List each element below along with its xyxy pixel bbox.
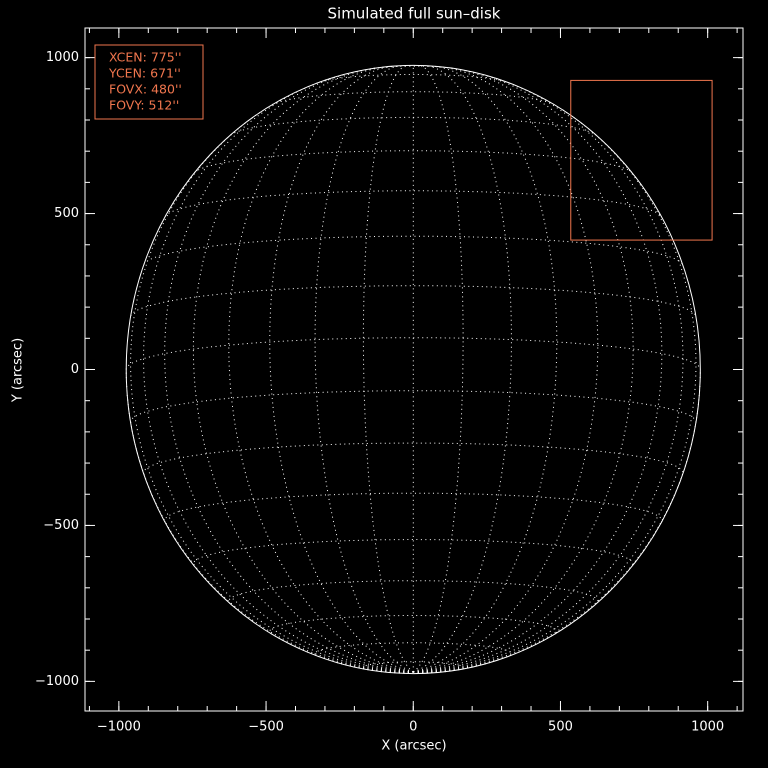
latitude-line — [194, 150, 633, 173]
longitude-line — [413, 671, 419, 674]
longitude-line — [413, 67, 634, 673]
latitude-line — [164, 190, 662, 217]
longitude-line — [413, 671, 436, 674]
fov-box — [570, 79, 713, 241]
longitude-line — [130, 109, 414, 673]
longitude-line — [408, 671, 414, 674]
longitude-line — [228, 66, 414, 673]
longitude-line — [413, 65, 464, 673]
info-label: YCEN: 671'' — [108, 66, 181, 81]
x-tick-label: −1000 — [97, 720, 141, 735]
info-label: XCEN: 775'' — [109, 50, 182, 65]
info-label: FOVY: 512'' — [109, 98, 179, 113]
longitude-line — [413, 65, 558, 673]
chart-title: Simulated full sun–disk — [328, 5, 501, 23]
longitude-line — [362, 65, 414, 673]
latitude-line — [192, 539, 634, 567]
y-tick-label: 1000 — [46, 50, 79, 65]
longitude-line — [314, 65, 414, 673]
y-tick-label: 500 — [54, 206, 79, 221]
info-label: FOVX: 480'' — [109, 82, 182, 97]
latitude-line — [319, 74, 508, 83]
longitude-line — [269, 65, 414, 673]
info-box — [94, 44, 204, 120]
latitude-line — [130, 390, 697, 423]
longitude-line — [413, 109, 697, 673]
x-axis-label: X (arcsec) — [381, 739, 446, 754]
latitude-line — [125, 337, 701, 370]
x-tick-label: 0 — [409, 720, 417, 735]
latitude-line — [142, 442, 684, 475]
latitude-line — [228, 580, 599, 604]
longitude-line — [413, 66, 599, 673]
longitude-line — [413, 65, 512, 673]
y-tick-label: −1000 — [35, 674, 79, 689]
x-tick-label: 1000 — [691, 720, 724, 735]
y-axis-label: Y (arcsec) — [11, 338, 26, 403]
longitude-line — [192, 67, 414, 673]
latitude-line — [230, 116, 597, 136]
x-tick-label: −500 — [248, 720, 284, 735]
x-tick-label: 500 — [548, 720, 573, 735]
latitude-line — [272, 91, 555, 106]
latitude-line — [314, 642, 512, 658]
y-tick-label: 0 — [71, 362, 79, 377]
y-tick-label: −500 — [43, 518, 79, 533]
